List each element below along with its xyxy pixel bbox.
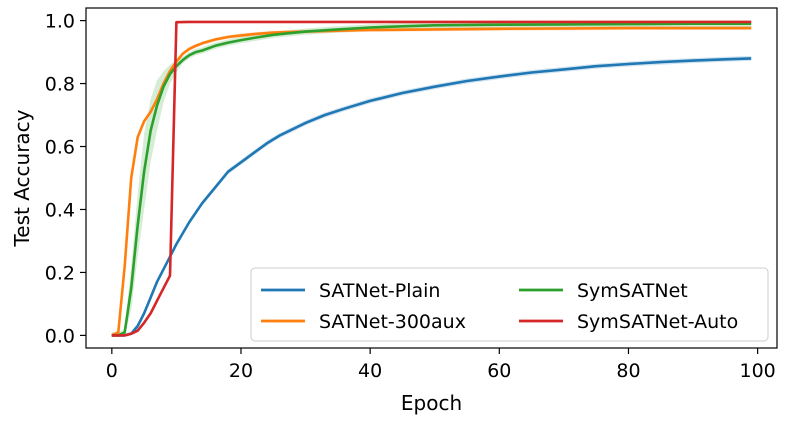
series-line-satnet-plain [111, 57, 752, 337]
x-tick-label: 40 [358, 360, 382, 382]
y-tick-label: 0.8 [45, 74, 75, 96]
series-line-symsatnet [111, 22, 752, 337]
x-tick-label: 0 [106, 360, 118, 382]
y-tick-label: 0.6 [45, 137, 75, 159]
y-tick-label: 1.0 [45, 11, 75, 33]
legend-box [250, 267, 769, 342]
legend-label: SymSATNet [577, 280, 688, 302]
legend: SATNet-Plain SATNet-300aux SymSATNet SymSAT… [250, 267, 769, 342]
series-line-symsatnet-auto [111, 20, 752, 337]
y-tick-label: 0.2 [45, 262, 75, 284]
x-tick-label: 60 [487, 360, 511, 382]
x-axis-label: Epoch [401, 391, 462, 415]
legend-label: SymSATNet-Auto [577, 311, 738, 333]
y-tick-label: 0.0 [45, 325, 75, 347]
legend-label: SATNet-Plain [319, 280, 440, 302]
y-axis-ticks: 0.0 0.2 0.4 0.6 0.8 1.0 [45, 11, 86, 347]
y-axis-label: Test Accuracy [10, 109, 34, 247]
x-tick-label: 80 [616, 360, 640, 382]
x-tick-label: 20 [229, 360, 253, 382]
series-line-satnet-300aux [111, 26, 752, 337]
x-axis-ticks: 0 20 40 60 80 100 [106, 348, 776, 382]
x-tick-label: 100 [739, 360, 775, 382]
y-tick-label: 0.4 [45, 199, 75, 221]
legend-label: SATNet-300aux [319, 311, 466, 333]
plot-frame [85, 7, 778, 349]
series-lines [111, 20, 752, 337]
